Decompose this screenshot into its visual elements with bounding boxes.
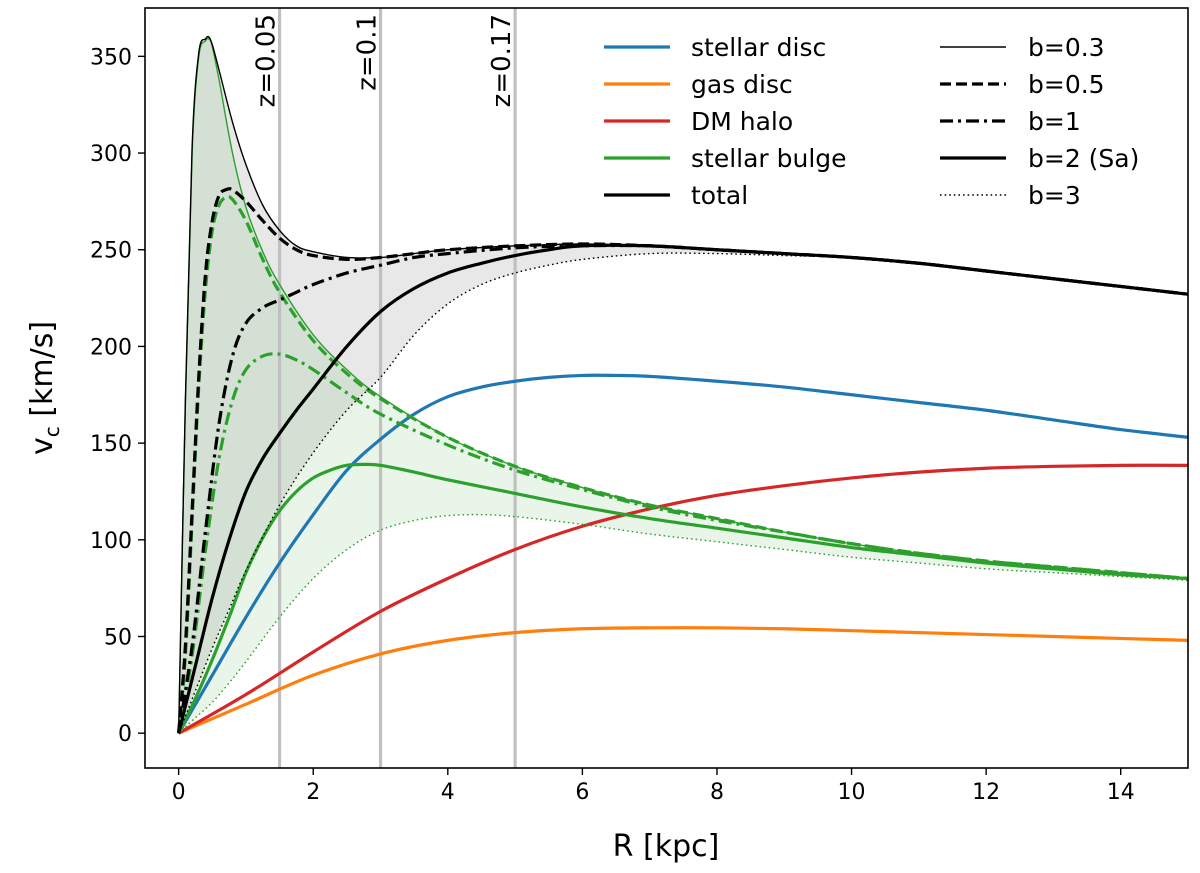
- x-tick-label: 12: [972, 780, 1000, 805]
- series-stellar-bulge-b-3: [178, 513, 1188, 734]
- shaded-bands: [178, 36, 1188, 734]
- y-tick-label: 50: [104, 625, 132, 650]
- series-stellar-disc: [177, 373, 1188, 734]
- x-tick-label: 6: [575, 780, 589, 805]
- x-tick-label: 14: [1107, 780, 1135, 805]
- legend-label-stellar-bulge: stellar bulge: [691, 144, 847, 173]
- legend-label-b-0-3: b=0.3: [1028, 33, 1105, 62]
- y-tick-label: 250: [90, 239, 132, 264]
- plot-frame: [144, 7, 1189, 769]
- series-gas-disc: [178, 626, 1188, 735]
- x-tick-label: 4: [441, 780, 455, 805]
- series-dm-halo: [177, 463, 1188, 735]
- series-total-b-1: [177, 243, 1188, 734]
- y-tick-label: 150: [90, 432, 132, 457]
- y-axis-title-main: v: [25, 437, 60, 455]
- x-tick-label: 8: [710, 780, 724, 805]
- y-axis-title: vc [km/s]: [25, 321, 64, 455]
- x-tick-label: 2: [306, 780, 320, 805]
- x-tick-label: 0: [172, 780, 186, 805]
- curve-lines: [177, 35, 1188, 735]
- y-tick-label: 100: [90, 529, 132, 554]
- y-tick-label: 300: [90, 142, 132, 167]
- series-total-b-2-sa: [177, 243, 1188, 734]
- series-stellar-bulge-b-2-sa: [177, 462, 1188, 734]
- y-tick-label: 200: [90, 335, 132, 360]
- legend-label-b-0-5: b=0.5: [1028, 70, 1105, 99]
- x-tick-label: 10: [838, 780, 866, 805]
- redshift-markers: z=0.05 z=0.1 z=0.17: [252, 8, 517, 768]
- y-axis-ticks: 0 50 100 150 200 250 300 350: [90, 45, 145, 747]
- y-tick-label: 350: [90, 45, 132, 70]
- series-total-b-3: [177, 252, 1188, 734]
- legend-label-gas-disc: gas disc: [691, 70, 793, 99]
- legend: stellar disc gas disc DM halo stellar bulge…: [604, 33, 1139, 210]
- legend-label-stellar-disc: stellar disc: [691, 33, 826, 62]
- series-stellar-bulge-b-1: [177, 352, 1188, 734]
- redshift-label-z-0-05: z=0.05: [252, 14, 282, 107]
- band-stellar-bulge: [178, 38, 1188, 734]
- legend-label-total: total: [691, 181, 748, 210]
- legend-label-b-3: b=3: [1028, 181, 1081, 210]
- legend-label-b-2-sa: b=2 (Sa): [1028, 144, 1139, 173]
- y-tick-label: 0: [118, 722, 132, 747]
- legend-label-b-1: b=1: [1028, 107, 1081, 136]
- x-axis-ticks: 0 2 4 6 8 10 12 14: [172, 768, 1135, 805]
- redshift-label-z-0-1: z=0.1: [353, 14, 383, 91]
- redshift-label-z-0-17: z=0.17: [487, 14, 517, 107]
- legend-label-dm-halo: DM halo: [691, 107, 793, 136]
- y-axis-title-unit: [km/s]: [25, 321, 60, 426]
- y-axis-title-subscript: c: [40, 426, 64, 437]
- x-axis-title: R [kpc]: [613, 829, 720, 864]
